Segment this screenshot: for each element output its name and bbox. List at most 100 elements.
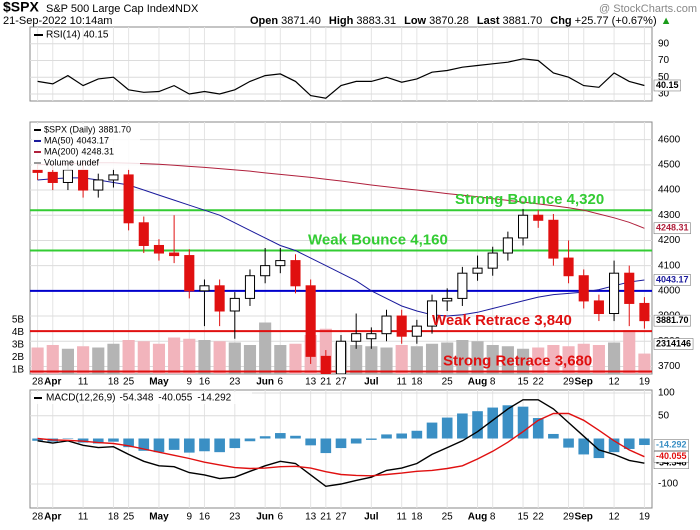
x-tick-label: 13 — [305, 512, 317, 523]
x-tick-label: 19 — [639, 512, 651, 523]
volume-bar — [31, 347, 44, 374]
volume-tick-label: 3B — [12, 340, 25, 351]
volume-bar — [122, 340, 135, 374]
series-line — [37, 412, 645, 477]
legend-value: -14.292 — [197, 393, 231, 404]
index-name: S&P 500 Large Cap Index — [46, 3, 174, 15]
x-tick-label: Sep — [575, 512, 593, 523]
x-tick-label: 29 — [563, 377, 575, 388]
volume-bar — [228, 342, 241, 374]
candle-body — [108, 174, 119, 181]
candle-body — [47, 171, 58, 183]
quote-value: 3881.70 — [503, 15, 543, 27]
volume-bar — [350, 345, 363, 374]
volume-bar — [441, 342, 454, 374]
candle-body — [169, 252, 180, 257]
value-tag-box — [653, 79, 681, 92]
volume-bar — [562, 346, 575, 374]
candle-body — [442, 297, 453, 302]
candle-body — [502, 237, 513, 254]
legend-value: 3881.70 — [99, 124, 132, 134]
x-tick-label: 18 — [411, 512, 423, 523]
candle-body — [426, 300, 438, 327]
y-tick-label: 3700 — [658, 361, 681, 372]
x-tick-label: Jul — [364, 512, 379, 523]
x-tick-label: 6 — [278, 377, 284, 388]
candle-body — [199, 285, 210, 292]
legend-value: -40.055 — [158, 393, 192, 404]
histogram-bar — [623, 438, 635, 449]
quote-label: Open — [250, 15, 278, 27]
volume-bar — [532, 347, 545, 374]
volume-tick-label: 4B — [12, 327, 25, 338]
x-tick-label: 25 — [123, 377, 135, 388]
legend-value: -54.348 — [119, 393, 153, 404]
histogram-bar — [153, 438, 165, 453]
x-tick-label: 23 — [229, 512, 241, 523]
histogram-bar — [259, 436, 271, 439]
volume-bar — [243, 345, 257, 374]
histogram-bar — [32, 438, 43, 441]
candle-body — [563, 257, 574, 277]
histogram-bar — [290, 435, 301, 439]
quote-label: Last — [477, 15, 500, 27]
value-tag: -54.348 — [656, 458, 687, 468]
legend-name: MA(50) — [44, 135, 74, 145]
value-tag-box — [653, 314, 691, 327]
x-tick-label: May — [149, 377, 169, 388]
y-tick-label: 100 — [658, 388, 675, 399]
candle-body — [320, 355, 331, 374]
x-tick-label: Apr — [44, 377, 61, 388]
histogram-bar — [214, 438, 225, 453]
candle-body — [351, 333, 362, 342]
histogram-bar — [350, 438, 362, 444]
candle-body — [533, 214, 544, 221]
histogram-bar — [123, 438, 134, 448]
histogram-bar — [168, 438, 180, 450]
legend-name: Volume undef — [44, 157, 100, 167]
histogram-bar — [639, 438, 650, 446]
x-tick-label: 21 — [320, 512, 332, 523]
value-tag: 3881.70 — [656, 315, 689, 325]
legend-name: MACD(12,26,9) — [46, 393, 115, 404]
x-tick-label: Jun — [256, 377, 274, 388]
quote-value: +25.77 (+0.67%) — [575, 15, 657, 27]
candle-body — [214, 285, 225, 312]
x-tick-label: 11 — [78, 377, 89, 388]
histogram-bar — [275, 433, 286, 439]
x-tick-label: 28 — [32, 377, 44, 388]
histogram-bar — [229, 438, 241, 449]
x-tick-label: 19 — [639, 377, 651, 388]
candle-body — [78, 169, 89, 191]
volume-bar — [486, 345, 499, 374]
value-tag: 40.15 — [656, 80, 679, 90]
volume-bar — [395, 345, 408, 374]
x-tick-label: 15 — [517, 377, 529, 388]
series-line — [37, 177, 645, 317]
candle-body — [624, 272, 635, 304]
x-tick-label: 27 — [335, 512, 347, 523]
histogram-bar — [335, 438, 347, 449]
value-tag: 4248.31 — [656, 223, 689, 233]
histogram-bar — [457, 413, 468, 439]
candle-body — [229, 297, 240, 312]
y-tick-label: 4100 — [658, 260, 681, 271]
histogram-bar — [426, 422, 438, 439]
x-tick-label: 8 — [490, 512, 496, 523]
value-tag: 4043.17 — [656, 274, 689, 284]
x-tick-label: 9 — [187, 377, 193, 388]
x-tick-label: 27 — [335, 377, 347, 388]
date: 21-Sep-2022 10:14am — [3, 15, 112, 27]
volume-bar — [198, 340, 211, 374]
candle-body — [244, 275, 256, 299]
histogram-bar — [138, 438, 150, 451]
y-tick-label: 4400 — [658, 185, 681, 196]
x-tick-label: 15 — [517, 512, 529, 523]
level-label: Weak Bounce 4,160 — [308, 231, 448, 248]
value-tag: 2314146 — [656, 338, 691, 348]
watermark: @ StockCharts.com — [599, 3, 697, 15]
candle-body — [123, 174, 134, 224]
volume-bar — [168, 337, 181, 374]
level-label: Strong Retrace 3,680 — [443, 352, 592, 369]
